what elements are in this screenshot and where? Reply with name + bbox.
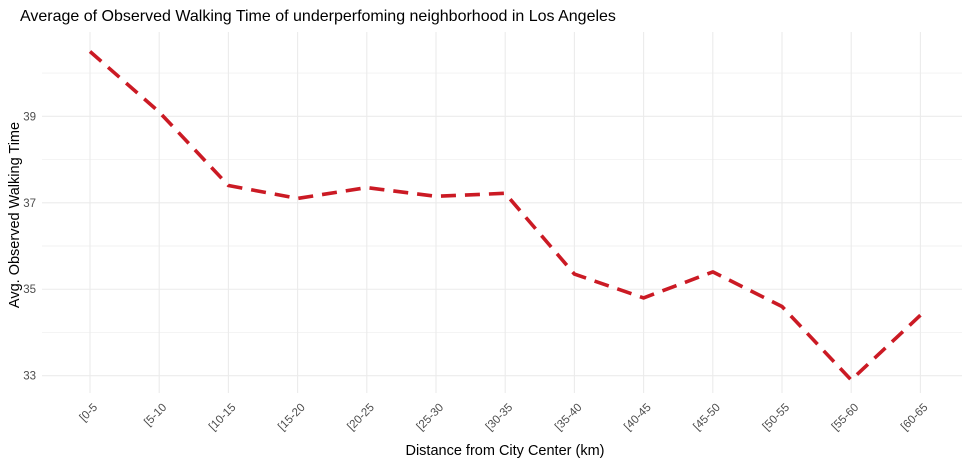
y-tick-label: 33 [23, 371, 36, 383]
chart-title: Average of Observed Walking Time of unde… [20, 8, 616, 25]
x-tick-label: [40-45 [622, 402, 654, 434]
x-tick-label: [50-55 [761, 402, 793, 434]
x-tick-label: [30-35 [484, 402, 516, 434]
x-tick-label: [5-10 [142, 402, 169, 429]
y-tick-label: 35 [23, 284, 36, 296]
x-tick-label: [15-20 [276, 402, 308, 434]
x-tick-label: [0-5 [78, 402, 101, 425]
x-axis-title: Distance from City Center (km) [405, 443, 604, 459]
x-axis-ticks: [0-5 [5-10 [10-15 [15-20 [20-25 [25-30 [30-35 [… [78, 402, 931, 434]
series-line [88, 50, 922, 382]
y-tick-label: 37 [23, 198, 36, 210]
x-tick-label: [25-30 [415, 402, 447, 434]
x-tick-label: [45-50 [691, 402, 723, 434]
x-tick-label: [60-65 [899, 402, 931, 434]
y-axis-title: Avg. Observed Walking Time [7, 122, 23, 308]
x-tick-label: [20-25 [345, 402, 377, 434]
x-tick-label: [10-15 [207, 402, 239, 434]
y-tick-label: 39 [23, 111, 36, 123]
y-axis-ticks: 33 35 37 39 [23, 111, 36, 382]
x-tick-label: [55-60 [830, 402, 862, 434]
x-tick-label: [35-40 [553, 402, 585, 434]
grid [42, 32, 962, 393]
series-layer [88, 50, 922, 382]
